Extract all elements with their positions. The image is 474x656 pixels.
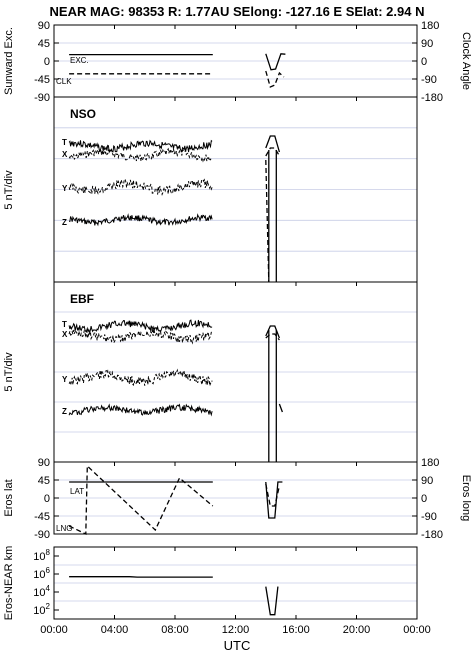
nso-z-trace	[68, 213, 213, 227]
nso-x-trace	[68, 147, 213, 163]
panel-eros-near-km: 108 106 104 102 Eros-NEAR km	[3, 546, 418, 621]
right-y-tick-label: 0	[421, 493, 427, 505]
right-y-tick-label: 180	[421, 457, 439, 469]
nso-drop-dash	[265, 159, 270, 283]
right-y-tick-label: -90	[421, 511, 437, 523]
lng-line-segment-1	[265, 483, 281, 507]
panel-sunward-clock: 90 45 0 -45 -90 180 90 0 -90 -180 Sunward Exc. Cl…	[3, 20, 472, 104]
x-tick-label: 20:00	[343, 624, 371, 636]
distance-ylabel: Eros-NEAR km	[3, 546, 15, 621]
right-y-tick-label: 0	[421, 56, 427, 68]
nso-t-label: T	[62, 138, 67, 147]
figure-title: NEAR MAG: 98353 R: 1.77AU SElong: -127.1…	[50, 4, 425, 19]
x-tick-label: 00:00	[40, 624, 68, 636]
x-axis-label: UTC	[224, 638, 251, 653]
nso-ylabel: 5 nT/div	[3, 170, 15, 210]
left-y-tick-label: 90	[38, 20, 50, 32]
exc--line-segment-1	[265, 53, 286, 71]
panel-eros-lat-long: 90 45 0 -45 -90 180 90 0 -90 -180 Eros lat Eros l…	[3, 457, 472, 541]
x-tick-label: 00:00	[403, 624, 431, 636]
clk-label: CLK	[56, 77, 72, 86]
left-y-tick-label: 45	[38, 38, 50, 50]
left-y-tick-label: 0	[44, 56, 50, 68]
left-y-tick-label: -90	[34, 92, 50, 104]
ebf-ylabel: 5 nT/div	[3, 352, 15, 392]
distance-y-tick-label: 108	[33, 548, 50, 563]
ebf-z-label: Z	[62, 407, 67, 416]
lng-label: LNG	[56, 524, 72, 533]
ebf-z-tail	[278, 403, 284, 413]
right-y-tick-label: -180	[421, 92, 443, 104]
ebf-label: EBF	[70, 292, 94, 306]
nso-label: NSO	[70, 107, 96, 121]
distance-y-tick-label: 104	[33, 584, 50, 599]
lat-line-segment-1	[265, 481, 283, 519]
right-y-tick-label: 90	[421, 475, 433, 487]
distance-line-segment-1	[265, 586, 279, 616]
nso-z-label: Z	[62, 218, 67, 227]
nso-y-trace	[68, 177, 213, 196]
ebf-t-label: T	[62, 320, 67, 329]
panel-nso: NSO 5 nT/div T X Y Z	[3, 96, 418, 283]
eros-long-ylabel: Eros long	[460, 475, 472, 521]
left-y-tick-label: 90	[38, 457, 50, 469]
x-tick-label: 04:00	[101, 624, 129, 636]
ebf-x-spike	[265, 333, 280, 341]
distance-y-tick-label: 106	[33, 566, 50, 581]
ebf-t-spike	[265, 325, 281, 339]
exc-label: EXC.	[70, 56, 89, 65]
x-axis: 00:00 04:00 08:00 12:00 16:00 20:00 00:00	[40, 25, 431, 636]
clock-angle-ylabel: Clock Angle	[460, 32, 472, 90]
x-tick-label: 16:00	[282, 624, 310, 636]
left-y-tick-label: -45	[34, 74, 50, 86]
ebf-x-trace	[68, 328, 213, 345]
lng-line-segment-0	[68, 464, 214, 536]
ebf-y-label: Y	[62, 375, 68, 384]
ebf-t-trace	[68, 319, 213, 334]
right-y-tick-label: -90	[421, 74, 437, 86]
ebf-z-trace	[68, 403, 213, 417]
ebf-x-label: X	[62, 330, 68, 339]
sunward-ylabel: Sunward Exc.	[3, 27, 15, 95]
nso-t-spike	[265, 135, 281, 153]
clk-line-segment-1	[265, 70, 285, 88]
ebf-y-trace	[68, 368, 213, 386]
nso-x-label: X	[62, 150, 68, 159]
eros-lat-ylabel: Eros lat	[3, 479, 15, 516]
nso-t-trace	[68, 139, 213, 154]
right-y-tick-label: 90	[421, 38, 433, 50]
x-tick-label: 12:00	[222, 624, 250, 636]
left-y-tick-label: -45	[34, 511, 50, 523]
panel-ebf: EBF 5 nT/div T X Y Z	[3, 281, 418, 463]
distance-y-tick-label: 102	[33, 602, 50, 617]
nso-x-spike	[265, 147, 280, 157]
x-tick-label: 08:00	[161, 624, 189, 636]
left-y-tick-label: 45	[38, 475, 50, 487]
left-y-tick-label: -90	[34, 529, 50, 541]
right-y-tick-label: -180	[421, 529, 443, 541]
left-y-tick-label: 0	[44, 493, 50, 505]
right-y-tick-label: 180	[421, 20, 439, 32]
lat-label: LAT	[70, 487, 84, 496]
nso-y-label: Y	[62, 184, 68, 193]
